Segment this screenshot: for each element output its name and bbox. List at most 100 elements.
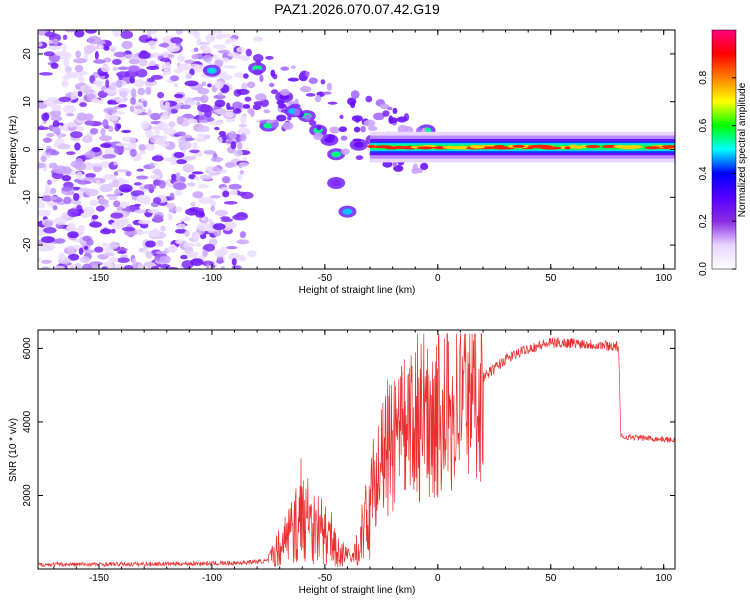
- trail-speckle: [392, 107, 398, 115]
- noise-blob: [63, 58, 70, 68]
- noise-blob: [49, 195, 58, 201]
- noise-blob: [137, 219, 152, 225]
- noise-blob: [175, 159, 187, 165]
- noise-blob: [83, 245, 89, 251]
- noise-blob: [129, 148, 137, 157]
- noise-blob: [95, 205, 105, 212]
- noise-blob: [108, 125, 114, 133]
- noise-blob: [186, 101, 198, 106]
- noise-blob: [177, 53, 185, 63]
- noise-blob: [61, 186, 73, 192]
- noise-blob: [231, 258, 237, 266]
- trail-speckle: [305, 71, 310, 77]
- noise-blob: [188, 173, 197, 180]
- signal-peak: [469, 145, 486, 149]
- noise-blob: [97, 40, 106, 45]
- noise-blob: [136, 168, 144, 172]
- noise-blob: [185, 208, 199, 216]
- noise-blob: [78, 247, 84, 255]
- trail-speckle: [265, 55, 274, 60]
- noise-blob: [146, 65, 160, 71]
- trail-speckle: [249, 109, 255, 118]
- noise-blob: [113, 146, 125, 155]
- x-tick-label: -100: [202, 273, 222, 284]
- noise-blob: [175, 228, 188, 234]
- noise-blob: [62, 104, 76, 114]
- x-tick-label: 100: [655, 573, 672, 584]
- noise-blob: [41, 112, 50, 122]
- noise-blob: [118, 184, 133, 193]
- noise-blob: [125, 170, 132, 177]
- noise-blob: [74, 142, 81, 151]
- trail-speckle: [259, 120, 267, 124]
- noise-blob: [98, 43, 103, 50]
- noise-blob: [142, 99, 148, 108]
- noise-blob: [54, 238, 66, 244]
- noise-blob: [67, 222, 76, 231]
- noise-blob: [103, 45, 110, 51]
- noise-blob: [91, 98, 100, 103]
- noise-blob: [100, 161, 111, 168]
- trail-speckle: [363, 119, 376, 127]
- noise-blob: [164, 101, 171, 107]
- noise-blob: [113, 161, 118, 166]
- trail-speckle: [339, 114, 344, 120]
- noise-blob: [237, 127, 251, 136]
- noise-blob: [230, 141, 237, 150]
- noise-blob: [67, 121, 77, 128]
- noise-blob: [205, 33, 216, 43]
- noise-blob: [213, 94, 226, 100]
- noise-blob: [194, 176, 200, 181]
- noise-blob: [157, 91, 165, 99]
- signal-peak: [579, 145, 588, 149]
- noise-blob: [38, 41, 43, 48]
- signal-peak: [525, 145, 548, 149]
- noise-blob: [97, 199, 109, 205]
- noise-blob: [38, 244, 51, 252]
- noise-blob: [175, 172, 181, 182]
- noise-blob: [112, 58, 122, 66]
- noise-blob: [253, 36, 264, 42]
- noise-blob: [89, 127, 99, 135]
- noise-blob: [200, 94, 209, 104]
- noise-blob: [115, 79, 123, 88]
- noise-blob: [86, 238, 94, 246]
- signal-peak: [493, 145, 505, 149]
- trail-speckle: [259, 98, 269, 108]
- x-tick-label: 0: [435, 273, 441, 284]
- noise-blob: [202, 249, 208, 258]
- noise-blob: [121, 129, 132, 134]
- noise-blob: [63, 196, 72, 205]
- noise-blob: [195, 137, 207, 142]
- noise-blob: [196, 133, 206, 138]
- noise-blob: [119, 179, 130, 185]
- x-tick-label: -50: [318, 273, 333, 284]
- noise-blob: [173, 93, 184, 98]
- colorbar-tick-label: 0.6: [698, 118, 709, 132]
- trail-speckle: [287, 77, 300, 82]
- noise-blob: [190, 258, 204, 266]
- noise-blob: [182, 156, 196, 161]
- noise-blob: [121, 226, 136, 232]
- noise-blob: [117, 66, 129, 71]
- noise-blob: [99, 184, 113, 193]
- noise-blob: [198, 41, 210, 46]
- noise-blob: [160, 225, 166, 232]
- noise-blob: [175, 30, 184, 35]
- noise-blob: [136, 230, 149, 235]
- noise-blob: [219, 110, 227, 116]
- noise-blob: [232, 189, 238, 196]
- noise-blob: [74, 64, 84, 73]
- noise-blob: [175, 239, 183, 245]
- noise-blob: [197, 151, 203, 158]
- signal-peak: [385, 146, 399, 150]
- noise-blob: [57, 143, 71, 150]
- signal-peak: [416, 146, 434, 150]
- noise-blob: [192, 231, 201, 241]
- noise-blob: [147, 40, 156, 46]
- noise-blob: [102, 154, 116, 159]
- noise-blob: [145, 251, 153, 259]
- noise-blob: [103, 107, 118, 114]
- noise-blob: [105, 194, 118, 198]
